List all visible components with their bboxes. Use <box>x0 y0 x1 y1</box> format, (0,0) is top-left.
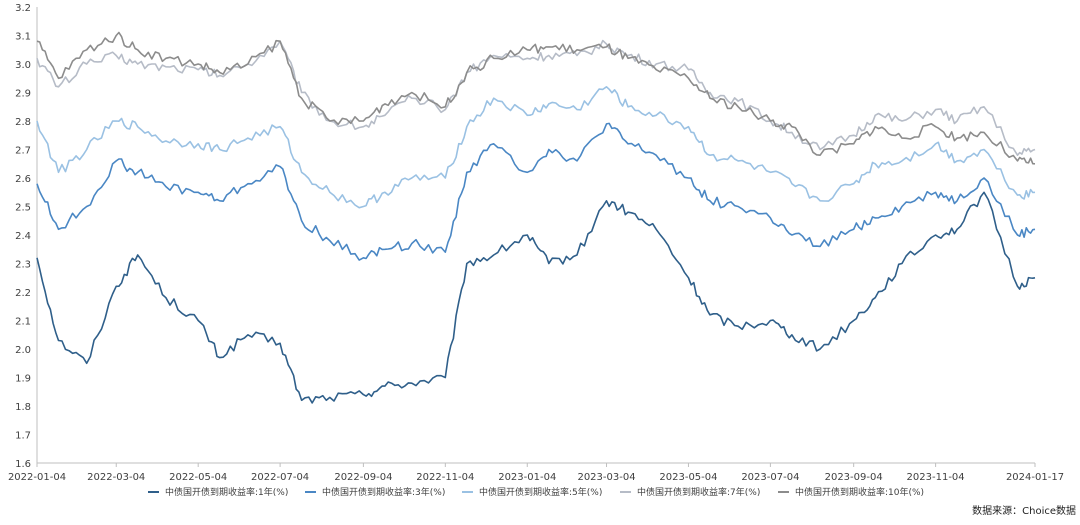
y-tick-label: 2.5 <box>15 203 31 214</box>
x-tick-label: 2022-07-04 <box>251 472 309 483</box>
series-line-4 <box>36 39 1036 156</box>
source-note: 数据来源：Choice数据 <box>972 506 1076 517</box>
x-tick-label: 2023-09-04 <box>825 472 883 483</box>
series-layer <box>36 31 1036 404</box>
y-tick-label: 1.6 <box>15 459 31 470</box>
legend-swatch <box>620 490 631 493</box>
legend-item: 中债国开债到期收益率:5年(%) <box>462 485 602 498</box>
legend-item: 中债国开债到期收益率:3年(%) <box>305 485 445 498</box>
x-tick-label: 2023-05-04 <box>659 472 717 483</box>
legend-item: 中债国开债到期收益率:10年(%) <box>778 485 924 498</box>
y-tick-label: 1.8 <box>15 402 31 413</box>
y-tick-label: 2.3 <box>15 260 31 271</box>
series-line-5 <box>36 31 1036 165</box>
y-tick-label: 2.9 <box>15 89 31 100</box>
legend-swatch <box>462 490 473 493</box>
x-tick-label: 2022-01-04 <box>8 472 66 483</box>
y-tick-label: 3.0 <box>15 60 31 71</box>
y-tick-label: 3.1 <box>15 32 31 43</box>
legend-label: 中债国开债到期收益率:3年(%) <box>322 488 446 498</box>
series-line-3 <box>36 86 1036 209</box>
y-tick-label: 1.7 <box>15 431 31 442</box>
legend-label: 中债国开债到期收益率:7年(%) <box>637 488 761 498</box>
x-tick-label: 2022-03-04 <box>87 472 145 483</box>
x-tick-label: 2022-11-04 <box>416 472 474 483</box>
legend-label: 中债国开债到期收益率:1年(%) <box>165 488 289 498</box>
legend-swatch <box>305 490 316 493</box>
legend-label: 中债国开债到期收益率:5年(%) <box>479 488 603 498</box>
line-chart: 3.2 3.1 3.0 2.9 2.8 2.7 2.6 2.5 2.4 2.3 2.2 2.1 2.0 1… <box>8 3 1064 483</box>
y-tick-label: 1.9 <box>15 374 31 385</box>
y-tick-label: 2.8 <box>15 117 31 128</box>
legend-swatch <box>148 490 159 493</box>
y-tick-label: 2.6 <box>15 174 31 185</box>
x-tick-label: 2024-01-17 <box>1006 472 1064 483</box>
x-tick-label: 2023-11-04 <box>907 472 965 483</box>
x-tick-label: 2022-05-04 <box>169 472 227 483</box>
y-tick-label: 3.2 <box>15 3 31 14</box>
x-tick-label: 2023-07-04 <box>741 472 799 483</box>
y-tick-label: 2.7 <box>15 146 31 157</box>
x-axis: 2022-01-04 2022-03-04 2022-05-04 2022-07-04… <box>8 462 1064 483</box>
series-line-2 <box>36 122 1036 261</box>
x-tick-label: 2022-09-04 <box>334 472 392 483</box>
y-tick-label: 2.1 <box>15 317 31 328</box>
legend-item: 中债国开债到期收益率:7年(%) <box>620 485 760 498</box>
y-tick-label: 2.0 <box>15 345 31 356</box>
y-axis: 3.2 3.1 3.0 2.9 2.8 2.7 2.6 2.5 2.4 2.3 2.2 2.1 2.0 1… <box>15 3 38 470</box>
legend-item: 中债国开债到期收益率:1年(%) <box>148 485 288 498</box>
x-tick-label: 2023-03-04 <box>577 472 635 483</box>
legend-label: 中债国开债到期收益率:10年(%) <box>795 488 925 498</box>
series-line-1 <box>36 191 1036 404</box>
legend: 中债国开债到期收益率:1年(%) 中债国开债到期收益率:3年(%) 中债国开债到期收… <box>0 485 1080 505</box>
x-tick-label: 2023-01-04 <box>498 472 556 483</box>
legend-swatch <box>778 490 789 493</box>
y-tick-label: 2.2 <box>15 288 31 299</box>
y-tick-label: 2.4 <box>15 231 31 242</box>
